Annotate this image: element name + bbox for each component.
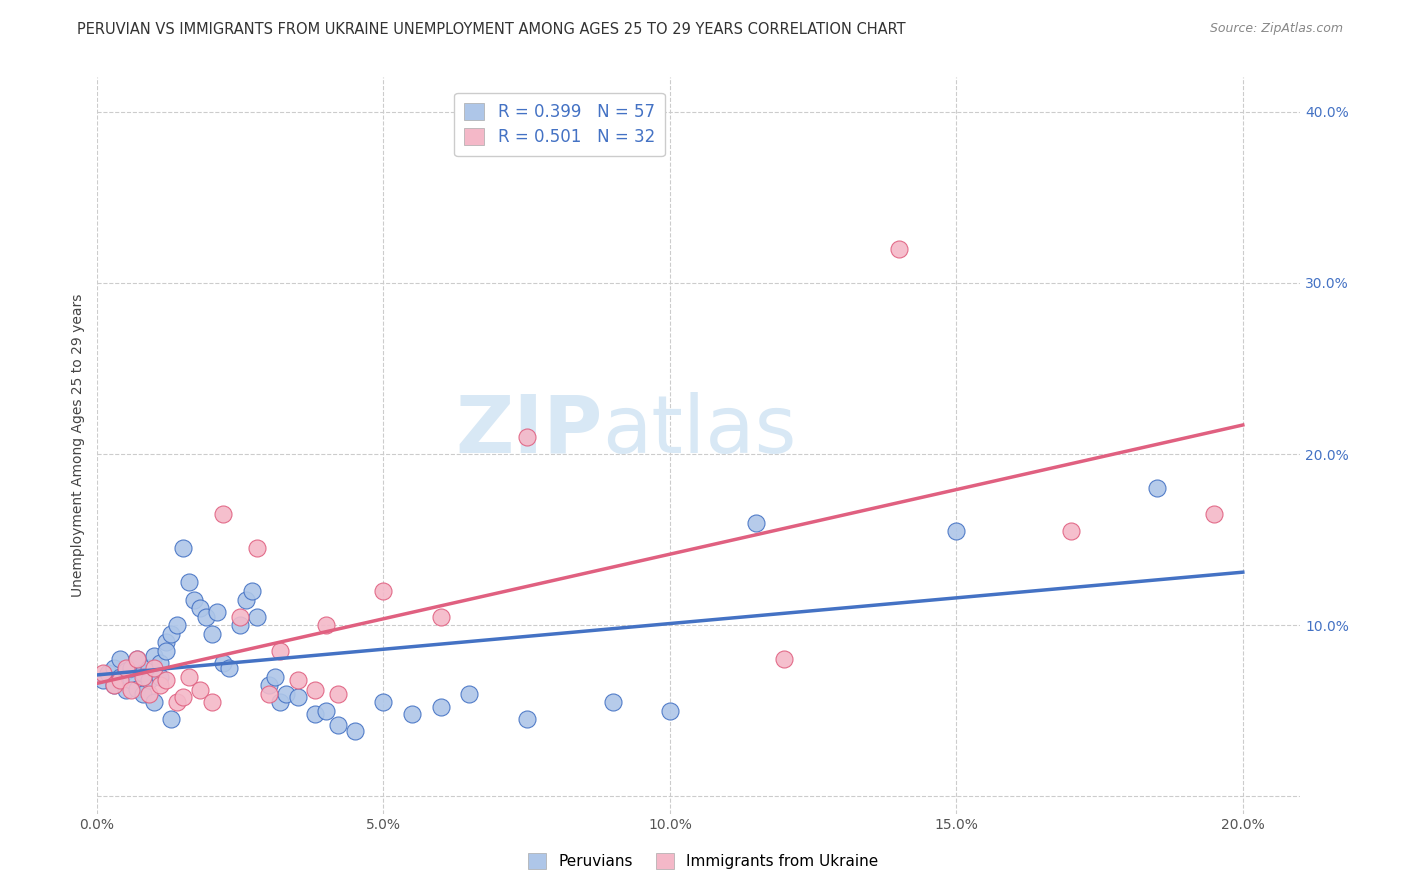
Point [212, 507, 235, 521]
Point [127, 652, 149, 666]
Legend: R = 0.399   N = 57, R = 0.501   N = 32: R = 0.399 N = 57, R = 0.501 N = 32 [454, 93, 665, 156]
Point [114, 661, 136, 675]
Point [160, 712, 183, 726]
Point [304, 683, 326, 698]
Point [945, 524, 967, 538]
Text: ZIP: ZIP [456, 392, 602, 470]
Point [108, 673, 131, 687]
Point [127, 652, 149, 666]
Point [149, 656, 172, 670]
Point [108, 670, 131, 684]
Point [166, 695, 188, 709]
Point [155, 635, 177, 649]
Point [177, 575, 200, 590]
Point [177, 670, 200, 684]
Point [246, 609, 269, 624]
Point [155, 673, 177, 687]
Point [269, 644, 291, 658]
Point [172, 541, 194, 556]
Point [143, 695, 166, 709]
Point [138, 673, 160, 687]
Point [1204, 507, 1226, 521]
Text: PERUVIAN VS IMMIGRANTS FROM UKRAINE UNEMPLOYMENT AMONG AGES 25 TO 29 YEARS CORRE: PERUVIAN VS IMMIGRANTS FROM UKRAINE UNEM… [77, 22, 905, 37]
Point [132, 670, 155, 684]
Point [373, 695, 395, 709]
Legend: Peruvians, Immigrants from Ukraine: Peruvians, Immigrants from Ukraine [522, 847, 884, 875]
Point [315, 618, 337, 632]
Point [103, 678, 125, 692]
Point [343, 724, 366, 739]
Point [172, 690, 194, 705]
Point [326, 717, 349, 731]
Point [183, 592, 205, 607]
Point [773, 652, 796, 666]
Point [149, 670, 172, 684]
Point [108, 652, 131, 666]
Point [114, 683, 136, 698]
Point [274, 687, 297, 701]
Point [155, 644, 177, 658]
Point [304, 707, 326, 722]
Point [229, 609, 252, 624]
Point [200, 627, 222, 641]
Point [458, 687, 481, 701]
Point [745, 516, 768, 530]
Point [887, 242, 910, 256]
Point [143, 661, 166, 675]
Point [149, 678, 172, 692]
Point [143, 648, 166, 663]
Text: Source: ZipAtlas.com: Source: ZipAtlas.com [1209, 22, 1343, 36]
Point [516, 430, 538, 444]
Point [127, 681, 149, 696]
Point [429, 700, 451, 714]
Point [602, 695, 624, 709]
Point [257, 678, 280, 692]
Point [160, 627, 183, 641]
Point [120, 683, 142, 698]
Point [91, 673, 114, 687]
Point [429, 609, 451, 624]
Point [166, 618, 188, 632]
Point [269, 695, 291, 709]
Point [138, 661, 160, 675]
Point [235, 592, 257, 607]
Point [114, 665, 136, 679]
Point [138, 687, 160, 701]
Point [97, 666, 120, 681]
Point [401, 707, 423, 722]
Point [516, 712, 538, 726]
Point [315, 704, 337, 718]
Point [287, 673, 309, 687]
Point [257, 687, 280, 701]
Point [658, 704, 681, 718]
Y-axis label: Unemployment Among Ages 25 to 29 years: Unemployment Among Ages 25 to 29 years [72, 293, 86, 597]
Point [263, 670, 285, 684]
Point [287, 690, 309, 705]
Point [188, 683, 211, 698]
Point [120, 661, 142, 675]
Point [132, 666, 155, 681]
Point [103, 661, 125, 675]
Point [1146, 481, 1168, 495]
Point [212, 656, 235, 670]
Text: atlas: atlas [602, 392, 797, 470]
Point [91, 666, 114, 681]
Point [246, 541, 269, 556]
Point [103, 678, 125, 692]
Point [1060, 524, 1083, 538]
Point [218, 661, 240, 675]
Point [229, 618, 252, 632]
Point [188, 601, 211, 615]
Point [326, 687, 349, 701]
Point [120, 673, 142, 687]
Point [373, 584, 395, 599]
Point [194, 609, 217, 624]
Point [132, 687, 155, 701]
Point [207, 605, 229, 619]
Point [200, 695, 222, 709]
Point [240, 584, 263, 599]
